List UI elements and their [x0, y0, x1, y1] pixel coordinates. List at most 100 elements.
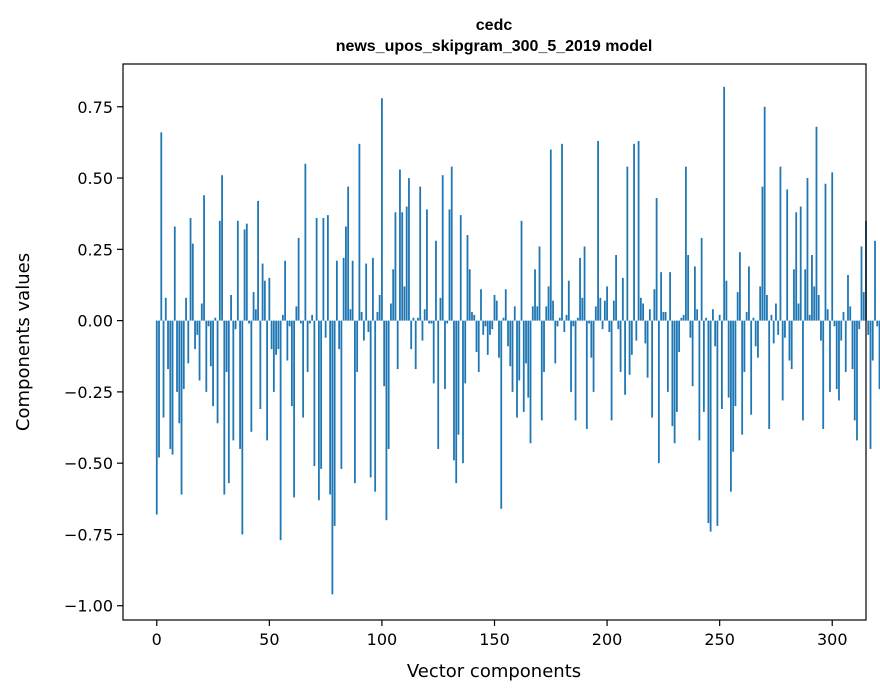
- bar-179: [558, 317, 561, 321]
- bar-178: [556, 320, 559, 327]
- bar-106: [394, 212, 397, 321]
- bar-313: [860, 246, 863, 321]
- bar-255: [730, 320, 732, 492]
- bar-200: [606, 286, 608, 321]
- bar-266: [754, 320, 757, 347]
- x-tick-label: 0: [152, 630, 162, 649]
- bar-168: [534, 269, 536, 321]
- bar-262: [745, 312, 748, 321]
- bar-122: [430, 320, 433, 324]
- bar-70: [313, 320, 316, 467]
- bar-6: [169, 320, 172, 449]
- bar-295: [820, 320, 822, 341]
- bar-314: [862, 292, 865, 321]
- bar-233: [680, 317, 683, 321]
- bar-148: [489, 320, 491, 335]
- bar-103: [387, 320, 390, 449]
- bar-248: [714, 320, 717, 347]
- bar-194: [592, 320, 595, 392]
- bar-244: [705, 317, 708, 321]
- bar-206: [619, 320, 622, 372]
- bar-197: [599, 297, 602, 321]
- bar-18: [196, 320, 199, 335]
- bar-64: [299, 320, 302, 324]
- bar-180: [561, 143, 563, 321]
- y-axis-label: Components values: [13, 253, 34, 431]
- bar-224: [660, 272, 663, 321]
- bar-307: [847, 274, 849, 321]
- bar-302: [835, 320, 838, 390]
- bar-198: [601, 320, 604, 330]
- bar-223: [657, 320, 660, 464]
- bar-29: [221, 175, 223, 321]
- bar-171: [540, 320, 543, 421]
- bar-228: [669, 272, 672, 321]
- bar-263: [748, 266, 750, 321]
- bar-275: [775, 303, 777, 321]
- bar-166: [529, 320, 532, 444]
- bar-232: [678, 320, 681, 352]
- x-tick-label: 150: [479, 630, 510, 649]
- bar-259: [739, 252, 741, 321]
- bar-165: [527, 320, 530, 398]
- bar-150: [493, 294, 496, 321]
- bar-185: [572, 320, 575, 327]
- bar-321: [878, 320, 880, 390]
- bar-245: [707, 320, 710, 524]
- bar-305: [842, 312, 845, 321]
- bar-247: [712, 309, 714, 321]
- bar-47: [261, 263, 264, 321]
- bar-156: [507, 320, 509, 347]
- bar-189: [581, 297, 584, 321]
- bar-41: [248, 320, 250, 324]
- bar-37: [239, 320, 241, 449]
- bar-27: [216, 320, 219, 424]
- bar-139: [468, 269, 471, 321]
- bar-58: [286, 320, 289, 361]
- bar-218: [646, 320, 649, 378]
- bar-193: [590, 320, 593, 358]
- bar-31: [225, 320, 228, 372]
- x-tick-label: 100: [367, 630, 398, 649]
- bar-20: [200, 303, 203, 321]
- bar-0: [155, 320, 158, 515]
- bar-145: [482, 320, 485, 335]
- bar-104: [390, 303, 392, 321]
- bar-204: [615, 255, 617, 321]
- bar-319: [874, 240, 876, 321]
- bar-280: [786, 189, 789, 321]
- x-tick-label: 50: [259, 630, 279, 649]
- bar-143: [477, 320, 480, 372]
- bar-54: [277, 320, 280, 350]
- bar-97: [374, 320, 377, 492]
- bar-92: [363, 320, 365, 341]
- bar-38: [241, 320, 244, 535]
- bar-44: [254, 309, 257, 321]
- bar-16: [191, 243, 194, 321]
- bar-187: [576, 317, 579, 321]
- bar-121: [428, 320, 431, 324]
- bar-35: [234, 320, 237, 330]
- bar-291: [811, 255, 813, 321]
- bar-212: [633, 143, 635, 321]
- bar-15: [189, 217, 192, 321]
- bar-12: [182, 320, 185, 390]
- bar-2: [160, 132, 163, 321]
- bar-308: [849, 306, 852, 321]
- bar-76: [326, 215, 329, 321]
- bar-297: [824, 183, 827, 321]
- bar-220: [651, 320, 654, 418]
- bar-225: [662, 312, 665, 321]
- bar-256: [732, 320, 735, 452]
- x-tick-label: 200: [592, 630, 623, 649]
- bar-114: [412, 317, 415, 321]
- bar-124: [435, 240, 437, 321]
- bar-52: [272, 320, 275, 392]
- bar-164: [525, 320, 527, 364]
- bar-192: [588, 320, 590, 324]
- bar-33: [230, 294, 232, 321]
- bar-312: [858, 320, 861, 330]
- bar-99: [378, 294, 381, 321]
- bar-151: [495, 300, 498, 321]
- bar-201: [608, 320, 611, 333]
